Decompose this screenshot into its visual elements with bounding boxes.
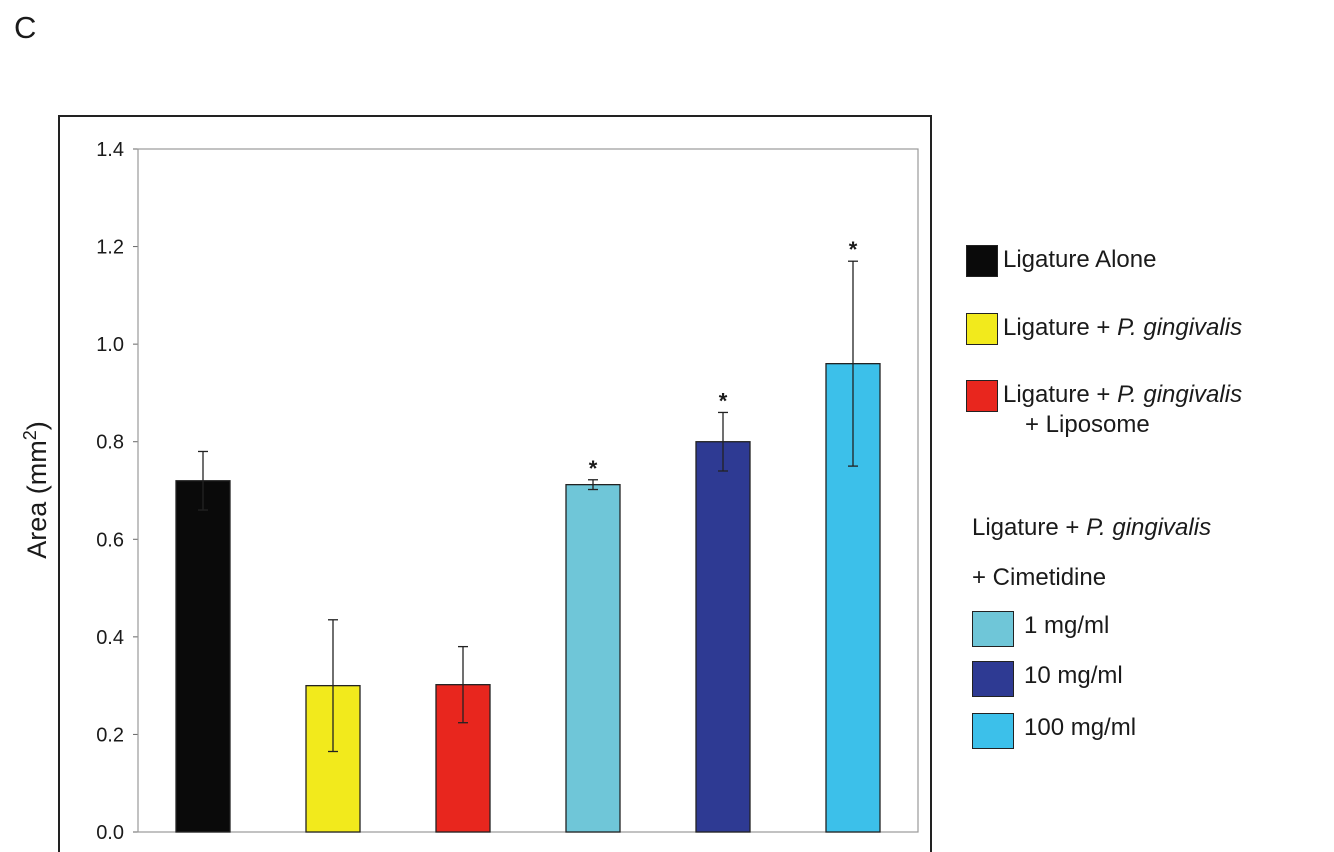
significance-star: *	[719, 388, 728, 413]
legend-item-liposome: Ligature + P. gingivalis + Liposome	[966, 380, 1242, 440]
bar	[565, 483, 621, 833]
panel-letter: C	[14, 10, 37, 45]
legend-item-ligature-alone: Ligature Alone	[966, 245, 1156, 277]
legend-cimetidine-prefix: Ligature +	[972, 514, 1087, 541]
legend-swatch-liposome	[966, 380, 998, 412]
legend-swatch-ligature-pg	[966, 313, 998, 345]
legend-label-dose-1: 1 mg/ml	[1024, 612, 1110, 639]
chart-frame	[58, 115, 932, 852]
bar-chart: Area (mm2) 0.0 0.2 0.4 0.6 0.8 1.0 1.2 1.4 * * *	[20, 139, 919, 844]
significance-star: *	[589, 456, 598, 481]
y-tick-label: 1.4	[96, 139, 124, 161]
y-axis-title: Area (mm2)	[20, 421, 52, 559]
legend-swatch-dose-10	[972, 661, 1014, 697]
legend-swatch-dose-100	[972, 713, 1014, 749]
legend-swatch-dose-1	[972, 611, 1014, 647]
legend-item-dose-1: 1 mg/ml	[972, 611, 1109, 647]
legend-cimetidine-header: Ligature + P. gingivalis	[972, 513, 1211, 543]
y-tick-label: 0.8	[96, 432, 124, 454]
legend-label-dose-10: 10 mg/ml	[1024, 662, 1123, 689]
legend-cimetidine-suffix-label: + Cimetidine	[972, 564, 1107, 591]
y-tick-label: 0.2	[96, 724, 124, 746]
legend-label-dose-100: 100 mg/ml	[1024, 714, 1137, 741]
bar	[695, 441, 751, 833]
y-tick-label: 0.6	[96, 529, 124, 551]
significance-star: *	[849, 237, 858, 262]
plot-border	[137, 148, 919, 833]
y-tick-label: 0.0	[96, 822, 124, 844]
y-axis-label: Area (mm2)	[20, 421, 52, 559]
bar	[175, 480, 231, 833]
legend-label-liposome-prefix: Ligature +	[1003, 381, 1118, 408]
legend-item-dose-100: 100 mg/ml	[972, 713, 1136, 749]
y-tick-label: 1.2	[96, 237, 124, 259]
y-ticks: 0.0 0.2 0.4 0.6 0.8 1.0 1.2 1.4	[96, 139, 138, 844]
legend-label-liposome-suffix: + Liposome	[1025, 411, 1150, 438]
legend-label-liposome-species: P. gingivalis	[1117, 381, 1243, 408]
plot-area: * * *	[137, 148, 919, 833]
legend-label-ligature-pg-prefix: Ligature +	[1003, 314, 1118, 341]
legend-cimetidine-suffix: + Cimetidine	[972, 563, 1106, 593]
legend-item-ligature-pg: Ligature + P. gingivalis	[966, 313, 1242, 345]
y-tick-label: 1.0	[96, 334, 124, 356]
legend-label-pg-species: P. gingivalis	[1117, 314, 1243, 341]
bar	[435, 684, 491, 833]
y-tick-label: 0.4	[96, 627, 124, 649]
legend-label-ligature-alone: Ligature Alone	[1003, 246, 1157, 273]
legend-swatch-ligature-alone	[966, 245, 998, 277]
legend-cimetidine-species: P. gingivalis	[1086, 514, 1212, 541]
legend-item-dose-10: 10 mg/ml	[972, 661, 1123, 697]
